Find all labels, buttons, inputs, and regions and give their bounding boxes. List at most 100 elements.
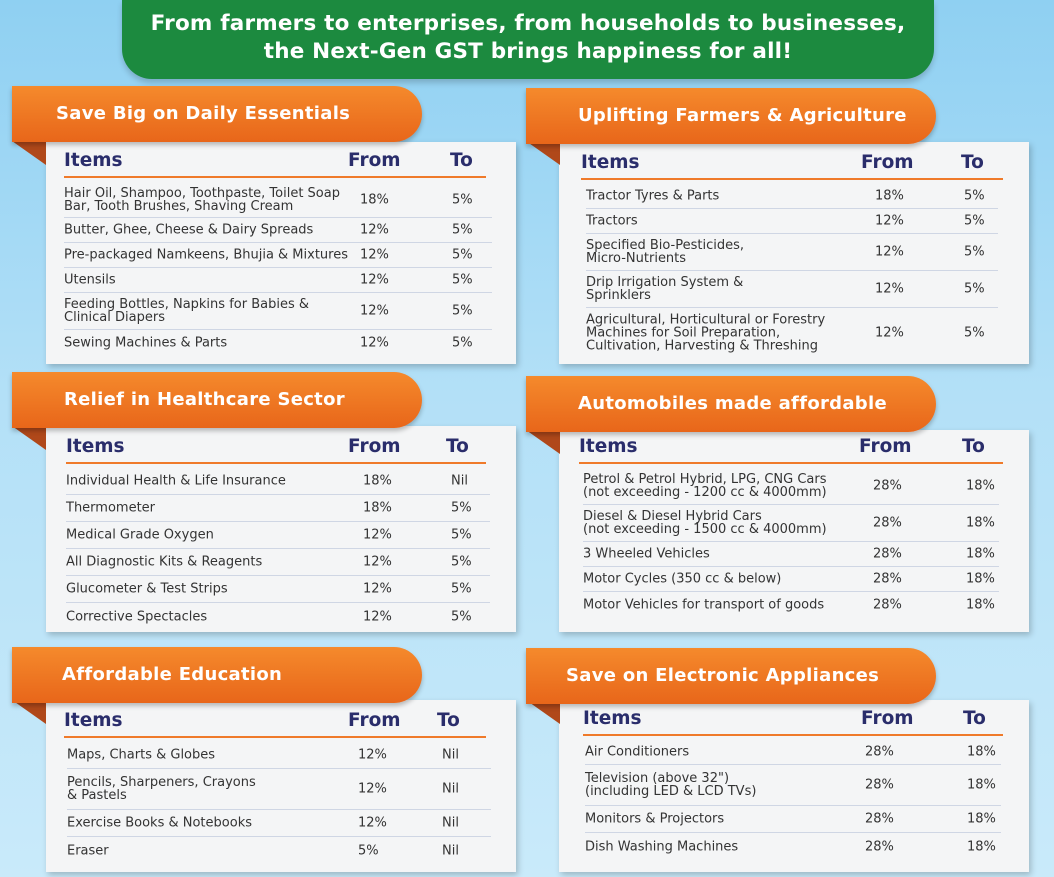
- table-row: Exercise Books & Notebooks 12% Nil: [67, 810, 491, 837]
- table-header: Items From To: [581, 152, 1003, 180]
- table-row: Air Conditioners 28% 18%: [585, 740, 1001, 765]
- table-row: Pre-packaged Namkeens, Bhujia & Mixtures…: [64, 243, 492, 268]
- item-name: Motor Vehicles for transport of goods: [583, 597, 825, 612]
- table-row: Tractor Tyres & Parts 18% 5%: [586, 184, 998, 209]
- rate-from: 12%: [363, 527, 392, 543]
- rate-from: 28%: [873, 515, 902, 531]
- rate-from: 18%: [360, 192, 389, 207]
- rate-to: 18%: [966, 478, 995, 494]
- item-name: 3 Wheeled Vehicles: [583, 546, 710, 562]
- rate-from: 18%: [875, 188, 904, 204]
- header-from: From: [348, 436, 401, 457]
- section-title-education: Affordable Education: [12, 647, 422, 703]
- headline-banner: From farmers to enterprises, from househ…: [122, 0, 934, 79]
- card-essentials: Items From To Hair Oil, Shampoo, Toothpa…: [46, 142, 516, 364]
- item-name: Sewing Machines & Parts: [64, 335, 228, 350]
- table-row: Individual Health & Life Insurance 18% Nil: [66, 468, 490, 495]
- rate-from: 12%: [363, 554, 392, 570]
- header-items: Items: [64, 710, 123, 731]
- rate-to: 5%: [452, 192, 473, 207]
- header-from: From: [861, 708, 914, 729]
- table-header: Items From To: [583, 708, 1003, 736]
- table-header: Items From To: [64, 150, 486, 178]
- rate-from: 28%: [873, 571, 902, 587]
- item-name: Pencils, Sharpeners, Crayons & Pastels: [67, 775, 256, 803]
- rate-from: 12%: [360, 247, 389, 263]
- rate-to: 5%: [451, 500, 472, 516]
- rate-from: 12%: [875, 325, 904, 341]
- table-row: Television (above 32") (including LED & …: [585, 765, 1001, 806]
- table-row: 3 Wheeled Vehicles 28% 18%: [583, 542, 999, 567]
- headline-line-1: From farmers to enterprises, from househ…: [150, 11, 906, 36]
- rate-to: 18%: [967, 744, 996, 760]
- item-name: All Diagnostic Kits & Reagents: [66, 554, 263, 570]
- rate-to: Nil: [442, 843, 459, 858]
- table-row: Drip Irrigation System & Sprinklers 12% 5%: [586, 271, 998, 308]
- table-row: Monitors & Projectors 28% 18%: [585, 806, 1001, 833]
- header-from: From: [861, 152, 914, 173]
- rate-to: 18%: [967, 777, 996, 793]
- card-healthcare: Items From To Individual Health & Life I…: [46, 426, 516, 632]
- rate-to: Nil: [442, 781, 459, 797]
- rate-to: 5%: [452, 247, 473, 263]
- item-name: Tractors: [586, 213, 638, 229]
- header-items: Items: [583, 708, 642, 729]
- table-body: Tractor Tyres & Parts 18% 5% Tractors 12% 5% S…: [586, 184, 998, 358]
- table-row: Glucometer & Test Strips 12% 5%: [66, 576, 490, 603]
- item-name: Feeding Bottles, Napkins for Babies & Cl…: [64, 297, 309, 325]
- rate-from: 28%: [873, 478, 902, 494]
- table-body: Air Conditioners 28% 18% Television (above …: [585, 740, 1001, 860]
- rate-to: 5%: [452, 272, 473, 288]
- rate-from: 12%: [358, 781, 387, 797]
- header-to: To: [961, 152, 984, 173]
- table-body: Hair Oil, Shampoo, Toothpaste, Toilet So…: [64, 182, 492, 355]
- table-header: Items From To: [64, 710, 486, 738]
- rate-from: 12%: [358, 815, 387, 831]
- table-body: Individual Health & Life Insurance 18% Nil…: [66, 468, 490, 630]
- item-name: Agricultural, Horticultural or Forestry …: [586, 312, 826, 354]
- table-row: Medical Grade Oxygen 12% 5%: [66, 522, 490, 549]
- table-row: Motor Vehicles for transport of goods 28%…: [583, 592, 999, 617]
- table-row: Diesel & Diesel Hybrid Cars (not exceedi…: [583, 505, 999, 542]
- rate-to: 5%: [452, 222, 473, 238]
- rate-to: 5%: [964, 188, 985, 204]
- rate-from: 12%: [363, 581, 392, 597]
- section-title-electronics: Save on Electronic Appliances: [526, 648, 936, 704]
- rate-from: 12%: [360, 272, 389, 288]
- item-name: Eraser: [67, 843, 109, 858]
- ribbon-fold: [12, 700, 46, 724]
- rate-to: 5%: [964, 244, 985, 260]
- item-name: Tractor Tyres & Parts: [586, 188, 720, 204]
- header-from: From: [348, 710, 401, 731]
- table-row: Maps, Charts & Globes 12% Nil: [67, 742, 491, 769]
- table-row: Pencils, Sharpeners, Crayons & Pastels 12…: [67, 769, 491, 810]
- rate-to: 5%: [964, 325, 985, 341]
- rate-to: 5%: [964, 281, 985, 297]
- table-row: Petrol & Petrol Hybrid, LPG, CNG Cars (n…: [583, 468, 999, 505]
- item-name: Specified Bio-Pesticides, Micro-Nutrient…: [586, 238, 745, 266]
- table-row: Hair Oil, Shampoo, Toothpaste, Toilet So…: [64, 182, 492, 218]
- rate-from: 12%: [360, 222, 389, 238]
- table-row: Sewing Machines & Parts 12% 5%: [64, 330, 492, 355]
- rate-to: Nil: [442, 815, 459, 831]
- rate-to: 18%: [966, 571, 995, 587]
- rate-to: 18%: [967, 839, 996, 854]
- header-to: To: [437, 710, 460, 731]
- header-to: To: [450, 150, 473, 171]
- table-row: Specified Bio-Pesticides, Micro-Nutrient…: [586, 234, 998, 271]
- rate-from: 12%: [358, 747, 387, 763]
- item-name: Monitors & Projectors: [585, 811, 725, 827]
- table-row: Corrective Spectacles 12% 5%: [66, 603, 490, 630]
- header-items: Items: [579, 436, 638, 457]
- item-name: Medical Grade Oxygen: [66, 527, 214, 543]
- table-row: Feeding Bottles, Napkins for Babies & Cl…: [64, 293, 492, 330]
- header-from: From: [348, 150, 401, 171]
- table-row: Eraser 5% Nil: [67, 837, 491, 864]
- ribbon-fold: [526, 141, 560, 165]
- section-title-automobiles: Automobiles made affordable: [526, 376, 936, 432]
- rate-to: 5%: [451, 609, 472, 624]
- table-row: Butter, Ghee, Cheese & Dairy Spreads 12% 5…: [64, 218, 492, 243]
- rate-to: 5%: [451, 554, 472, 570]
- header-to: To: [963, 708, 986, 729]
- rate-to: 5%: [452, 335, 473, 350]
